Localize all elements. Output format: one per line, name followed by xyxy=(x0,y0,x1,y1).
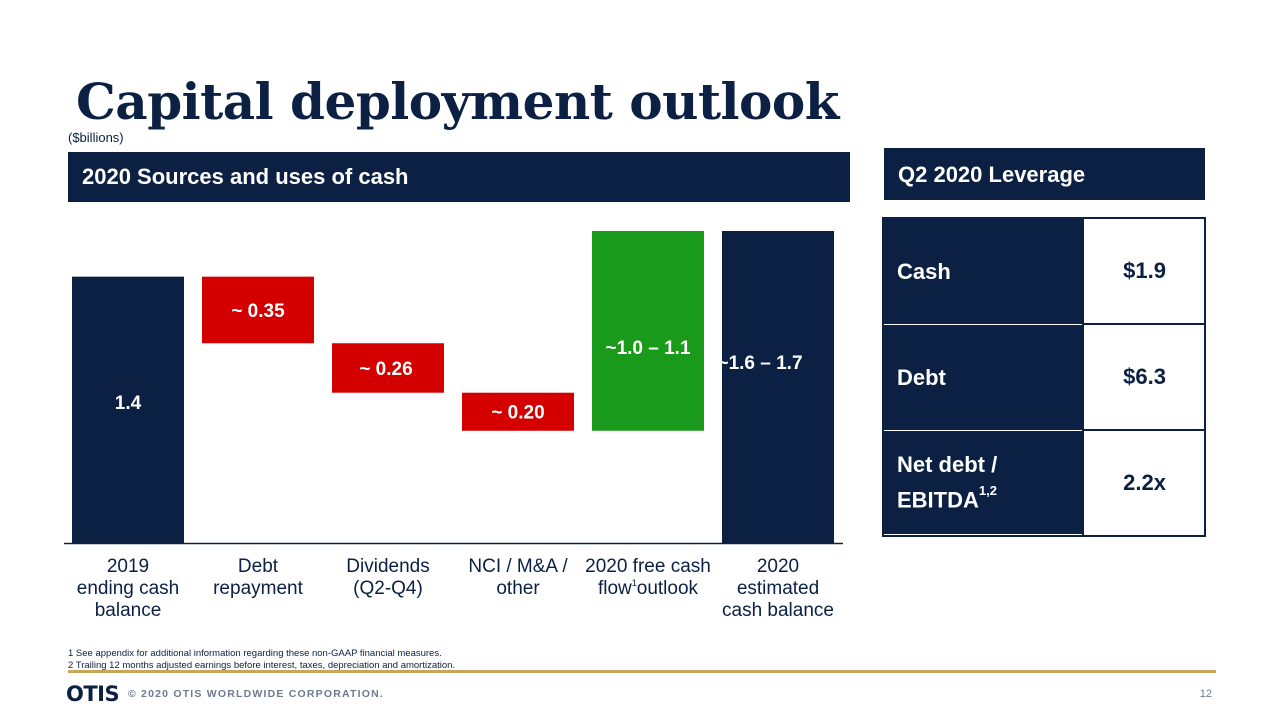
category-label-4: 2020 free cash flow1outlook xyxy=(585,556,711,599)
bar-label-1: ~ 0.35 xyxy=(231,301,285,322)
leverage-label-net-debt-line2: EBITDA1,2 xyxy=(897,482,997,513)
bar-5 xyxy=(722,231,834,543)
bar-label-2: ~ 0.26 xyxy=(359,359,412,380)
copyright-text: © 2020 OTIS WORLDWIDE CORPORATION. xyxy=(128,688,385,700)
bar-label-0: 1.4 xyxy=(115,393,142,414)
leverage-table: Cash $1.9 Debt $6.3 Net debt / EBITDA1,2… xyxy=(882,217,1206,537)
category-label-1: Debt repayment xyxy=(213,556,303,599)
leverage-label-net-debt-line1: Net debt / xyxy=(897,451,998,477)
page-number: 12 xyxy=(1199,688,1212,700)
leverage-banner: Q2 2020 Leverage xyxy=(884,148,1205,200)
bar-3 xyxy=(462,392,574,431)
leverage-value-debt: $6.3 xyxy=(1082,325,1204,431)
footer-divider xyxy=(68,670,1216,673)
category-label-2: Dividends (Q2-Q4) xyxy=(346,556,429,599)
units-label: ($billions) xyxy=(68,130,124,145)
footnotes: 1 See appendix for additional informatio… xyxy=(68,648,455,672)
sources-uses-banner: 2020 Sources and uses of cash xyxy=(68,152,850,202)
leverage-label-cash: Cash xyxy=(884,219,1082,325)
leverage-value-net-debt: 2.2x xyxy=(1082,431,1204,535)
leverage-label-net-debt: Net debt / EBITDA1,2 xyxy=(884,431,1082,535)
bar-label-5: ~1.6 – 1.7 xyxy=(717,353,802,374)
leverage-banner-text: Q2 2020 Leverage xyxy=(898,162,1086,187)
footnote-marker: 1,2 xyxy=(978,482,997,498)
leverage-row-debt: Debt $6.3 xyxy=(884,325,1204,431)
category-label-5: 2020 estimated cash balance xyxy=(722,556,834,621)
leverage-label-debt: Debt xyxy=(884,325,1082,431)
waterfall-chart: 1.4 ~ 0.35 ~ 0.26 ~ 0.20 ~1.0 – 1.1 ~1.6 – 1.… xyxy=(64,231,843,621)
sources-uses-banner-text: 2020 Sources and uses of cash xyxy=(82,164,409,189)
leverage-row-net-debt: Net debt / EBITDA1,2 2.2x xyxy=(884,431,1204,535)
bar-1 xyxy=(202,276,314,344)
leverage-row-cash: Cash $1.9 xyxy=(884,219,1204,325)
leverage-value-cash: $1.9 xyxy=(1082,219,1204,325)
bar-label-3: ~ 0.20 xyxy=(491,403,544,424)
category-label-0: 2019 ending cash balance xyxy=(77,556,179,621)
footnote-1: 1 See appendix for additional informatio… xyxy=(68,648,442,659)
page-title: Capital deployment outlook xyxy=(76,72,839,131)
bar-0 xyxy=(72,276,184,543)
bar-4 xyxy=(592,231,704,431)
bar-2 xyxy=(332,343,444,393)
bar-label-4: ~1.0 – 1.1 xyxy=(605,338,690,359)
footnote-2: 2 Trailing 12 months adjusted earnings b… xyxy=(68,660,456,671)
category-label-3: NCI / M&A / other xyxy=(468,556,568,599)
otis-logo: OTIS xyxy=(66,682,120,706)
